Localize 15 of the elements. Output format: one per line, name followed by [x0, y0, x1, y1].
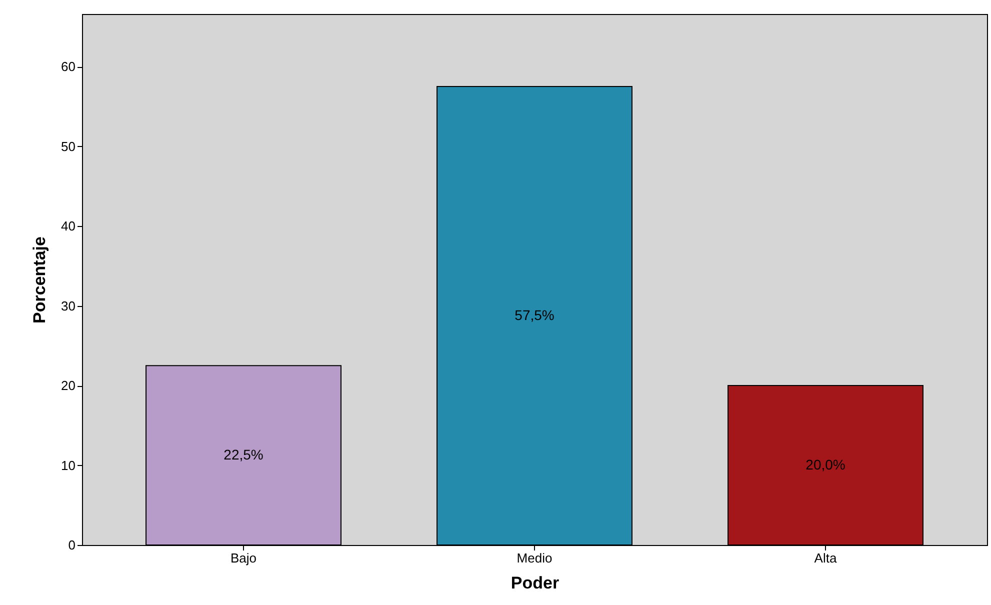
- x-tick-label: Medio: [516, 550, 552, 566]
- y-axis-title: Porcentaje: [30, 236, 50, 324]
- y-tick-label: 10: [61, 458, 76, 473]
- x-tick-label: Alta: [814, 550, 838, 566]
- data-label: 20,0%: [806, 456, 846, 472]
- y-tick-label: 0: [68, 538, 76, 552]
- x-axis-title: Poder: [510, 574, 560, 592]
- y-tick-label: 40: [61, 218, 76, 234]
- data-label: 22,5%: [224, 446, 264, 462]
- x-tick-label: Bajo: [230, 550, 257, 566]
- y-tick-label: 60: [61, 59, 76, 74]
- y-tick-label: 50: [61, 138, 76, 154]
- data-label: 57,5%: [514, 306, 554, 323]
- y-tick-label: 30: [61, 298, 76, 314]
- y-tick-label: 20: [61, 378, 76, 394]
